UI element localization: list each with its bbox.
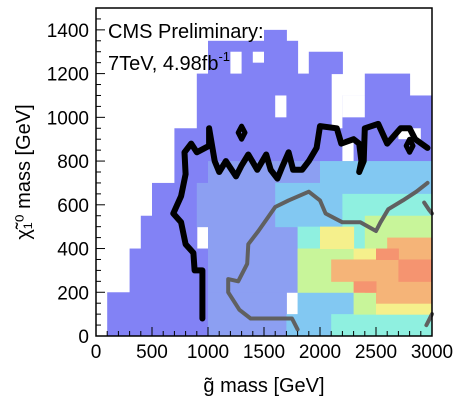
y-tick-label: 1000 (47, 108, 89, 129)
annotation-line-1: CMS Preliminary: (108, 21, 264, 43)
heatmap-cell-15 (196, 182, 276, 228)
heatmap-cell-31 (331, 259, 366, 282)
contour-expected-edge-top (422, 200, 434, 216)
heatmap-cell-6 (196, 73, 332, 129)
empty-cell-1 (252, 51, 264, 63)
empty-cell-3 (342, 95, 365, 118)
heatmap-cell-27 (320, 226, 355, 250)
heatmap-cell-0 (107, 292, 131, 337)
heatmap-cells (107, 29, 433, 337)
x-tick-label: 500 (136, 342, 168, 363)
empty-cell-5 (342, 139, 354, 162)
x-tick-label: 1000 (187, 342, 229, 363)
contour-expected (226, 180, 430, 332)
y-tick-label: 600 (57, 196, 89, 217)
x-tick-label: 2500 (355, 342, 397, 363)
annotation-line-2-superscript: -1 (218, 49, 230, 64)
contour-observed-island-1 (235, 123, 248, 142)
annotation-line-2-text: 7TeV, 4.98fb (108, 53, 218, 75)
heatmap-cell-1 (129, 292, 209, 337)
y-tick-label: 0 (78, 327, 89, 348)
y-axis-title: χ̃₁⁰ mass [GeV] (13, 104, 35, 239)
x-tick-label: 1500 (243, 342, 285, 363)
contour-observed-island-2 (403, 136, 416, 155)
y-tick-label: 800 (57, 152, 89, 173)
contour-observed (170, 120, 431, 322)
exclusion-contours (170, 120, 434, 332)
heatmap-cell-22 (331, 314, 433, 337)
heatmap-cell-36 (376, 248, 399, 260)
y-tick-label: 400 (57, 240, 89, 261)
x-axis-title: g̃ mass [GeV] (203, 375, 324, 397)
y-tick-label: 200 (57, 283, 89, 304)
heatmap-cell-35 (353, 281, 377, 293)
heatmap-cell-8 (264, 29, 287, 42)
heatmap-cell-34 (398, 259, 433, 282)
empty-cell-0 (230, 51, 242, 74)
x-tick-label: 2000 (299, 342, 341, 363)
heatmap-cell-33 (376, 281, 433, 304)
heatmap-cell-11 (364, 73, 411, 96)
y-tick-label: 1400 (47, 21, 89, 42)
y-tick-label: 1200 (47, 65, 89, 86)
x-tick-label: 0 (91, 342, 102, 363)
x-tick-label: 3000 (411, 342, 453, 363)
annotation-line-2: 7TeV, 4.98fb-1 (108, 49, 230, 75)
empty-cell-2 (275, 95, 287, 118)
heatmap-cell-20 (320, 161, 433, 195)
heatmap-cell-9 (308, 51, 343, 75)
axis-ticks: 0 500 1000 1500 2000 2500 3000 0 200 400 600 800 100… (47, 18, 453, 363)
